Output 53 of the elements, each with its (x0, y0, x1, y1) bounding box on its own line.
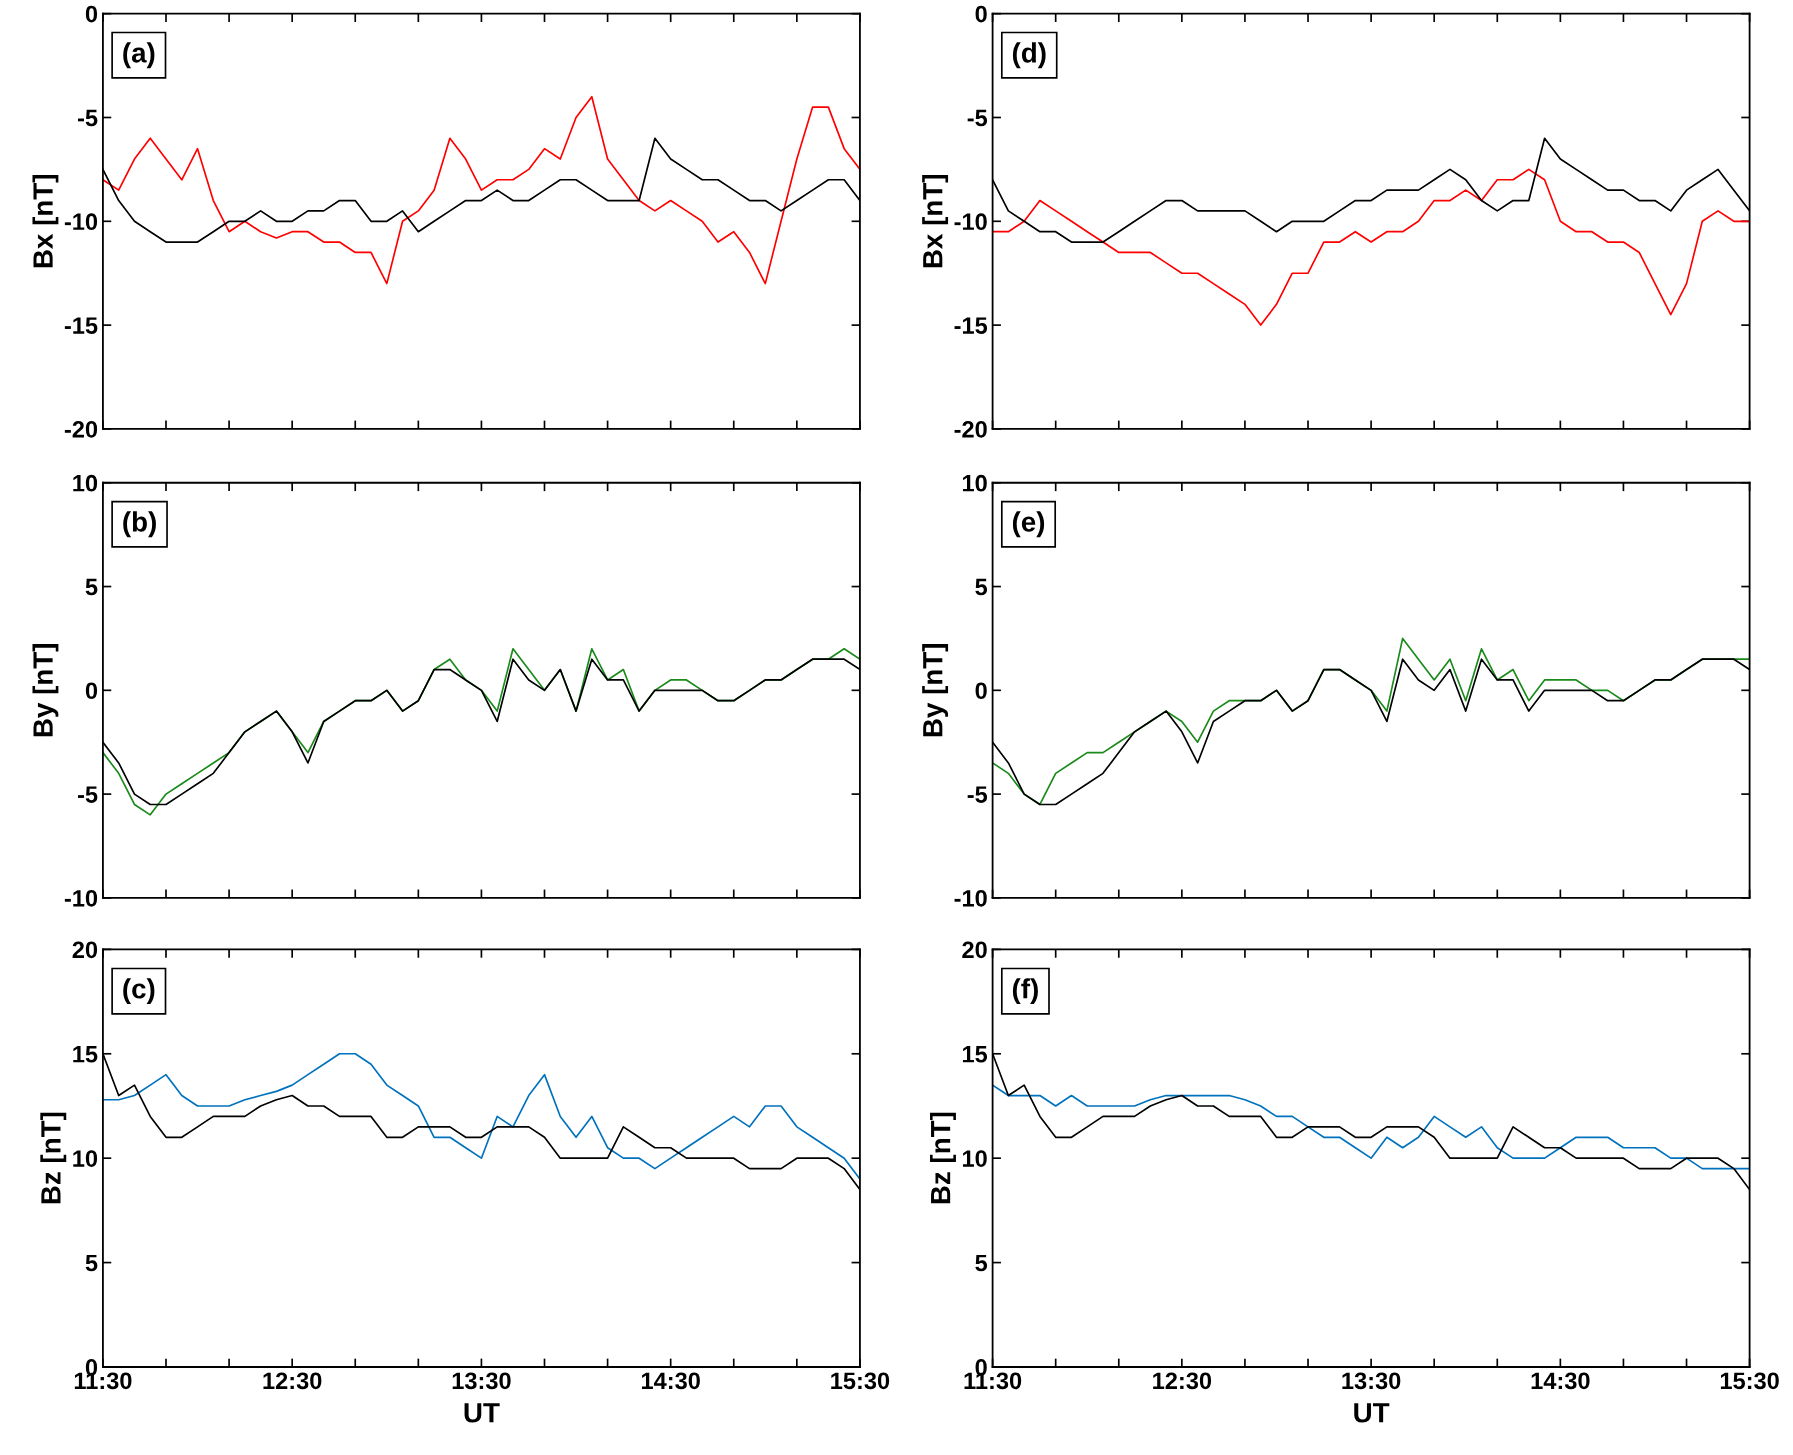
x-tick-label: 15:30 (1720, 1372, 1779, 1390)
y-axis-title: Bx [nT] (922, 175, 949, 268)
y-tick-label: -5 (967, 109, 988, 127)
y-tick-label: 5 (975, 578, 988, 596)
y-tick-label: 0 (975, 5, 987, 23)
y-tick-label: 10 (73, 1150, 98, 1167)
y-tick-label: 5 (85, 578, 98, 596)
x-tick-label: 14:30 (641, 1372, 700, 1390)
y-tick-label: 10 (73, 474, 98, 492)
y-tick-label: -15 (954, 317, 988, 334)
y-tick-label: 0 (85, 5, 98, 23)
y-tick-label: -10 (64, 889, 98, 907)
y-axis-title: Bz [nT] (40, 1112, 67, 1204)
y-tick-label: 5 (85, 1254, 98, 1272)
x-tick-label: 12:30 (1153, 1372, 1212, 1390)
annotation: (a) (123, 42, 155, 69)
x-tick-label: 13:30 (1342, 1372, 1401, 1390)
y-tick-label: -20 (64, 421, 98, 438)
y-tick-label: 15 (73, 1046, 98, 1063)
line-series (992, 1084, 1750, 1170)
y-tick-label: -15 (64, 317, 98, 334)
y-tick-label: 0 (85, 682, 98, 700)
annotation: (c) (123, 978, 155, 1005)
y-tick-label: 15 (962, 1046, 988, 1063)
y-tick-label: -5 (967, 786, 988, 803)
x-tick-label: 15:30 (831, 1372, 890, 1390)
y-tick-label: 10 (962, 1150, 987, 1167)
y-axis-title: Bz [nT] (930, 1112, 956, 1204)
x-tick-label: 12:30 (263, 1372, 322, 1390)
x-tick-label: 14:30 (1531, 1372, 1590, 1390)
y-tick-label: -5 (77, 109, 98, 127)
line-series (102, 95, 860, 285)
y-tick-label: 5 (975, 1254, 988, 1272)
y-tick-label: 20 (962, 941, 987, 959)
annotation: (e) (1012, 511, 1045, 538)
y-tick-label: -10 (64, 213, 98, 231)
y-axis-title: Bx [nT] (32, 175, 59, 268)
x-tick-label: 13:30 (452, 1372, 511, 1390)
y-tick-label: 20 (72, 941, 98, 959)
y-tick-label: -10 (954, 889, 987, 907)
annotation: (f) (1012, 978, 1038, 1005)
x-axis-title: UT (464, 1403, 500, 1423)
y-tick-label: 0 (975, 682, 987, 700)
x-axis-title: UT (1354, 1403, 1390, 1423)
y-axis-title: By [nT] (922, 644, 949, 737)
line-series (992, 168, 1750, 326)
annotation: (b) (123, 511, 156, 538)
y-tick-label: 10 (962, 474, 987, 492)
annotation: (d) (1012, 42, 1046, 69)
y-tick-label: -5 (77, 786, 98, 803)
y-axis-title: By [nT] (32, 644, 59, 737)
y-tick-label: -10 (954, 213, 987, 231)
y-tick-label: -20 (954, 421, 987, 438)
